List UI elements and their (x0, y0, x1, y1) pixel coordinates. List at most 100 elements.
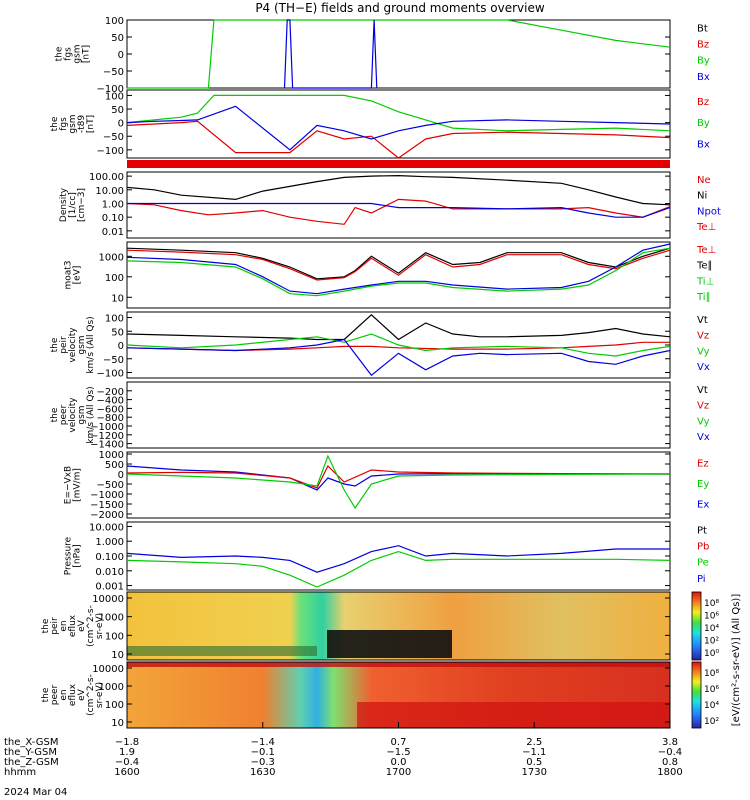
y-tick-label: −1000 (90, 422, 124, 433)
colorbar-tick-label: 10⁶ (704, 685, 719, 695)
y-label-line: eflux (68, 614, 78, 637)
y-axis-label: the peir velocity gsm km/s (All Qs) (50, 316, 96, 373)
legend-entry: Ti⊥ (696, 276, 714, 287)
date-label: 2024 Mar 04 (4, 787, 67, 798)
y-tick-label: 100 (105, 16, 124, 27)
y-label-line: E=−VxB (64, 466, 74, 504)
x-row-value: 0.7 (391, 737, 407, 748)
y-tick-label: 50 (111, 105, 124, 116)
y-label-line: [cm−3] (77, 188, 87, 222)
x-row-value: −0.1 (251, 747, 275, 758)
y-tick-label: 1000 (99, 252, 124, 263)
y-axis-label: the fgs gsm [nT] (55, 44, 92, 63)
colorbar-tick-label: 10² (704, 717, 719, 727)
y-tick-label: −400 (97, 396, 124, 407)
y-label-line: en (59, 620, 69, 631)
y-label-line: fgs (64, 47, 74, 61)
x-row-value: −1.8 (115, 737, 139, 748)
panel-s1: 10000 1000 100 10 the peir en eflux eV (cm^2-s-sr… (41, 591, 671, 661)
x-row-value: −0.3 (251, 757, 275, 768)
y-label-line: gsm (73, 44, 83, 63)
legend-entry: Bx (697, 72, 710, 83)
x-row-label: the_X-GSM (4, 737, 58, 748)
y-tick-label: 50 (111, 327, 124, 338)
legend-entry: Vz (697, 331, 709, 342)
legend-entry: Ne (697, 175, 711, 186)
y-tick-label: 100.00 (89, 172, 124, 183)
legend-entry: Vy (697, 416, 710, 427)
panel-p4: 1000 100 10 moat3 [eV] Te⊥ Te∥ Ti⊥ Ti∥ (64, 241, 716, 309)
legend-entry: Ex (697, 500, 709, 511)
x-row-label: hhmm (4, 767, 36, 778)
legend-entry: Ti∥ (696, 292, 711, 303)
y-tick-label: 1.000 (95, 537, 124, 548)
y-label-line: [mV/m] (73, 468, 83, 502)
legend-entry: Vt (697, 315, 708, 326)
y-label-line: en (59, 689, 69, 700)
x-row-value: −0.4 (115, 757, 139, 768)
y-tick-label: 0 (118, 341, 124, 352)
y-tick-label: 0.001 (95, 582, 124, 593)
y-label-line: [1/cc] (68, 192, 78, 218)
y-label-line: Pressure (64, 536, 74, 575)
x-row-value: −0.4 (658, 747, 682, 758)
y-tick-label: −1400 (90, 440, 124, 451)
y-tick-label: −200 (97, 387, 124, 398)
y-label-line: (cm^2-s- (86, 674, 96, 716)
series-te∥ (126, 247, 671, 280)
legend-entry: Pt (697, 525, 707, 536)
y-label-line: gsm (68, 114, 78, 133)
legend-entry: By (697, 118, 710, 129)
y-label-line: the (50, 407, 60, 422)
y-label-line: gsm (77, 335, 87, 354)
y-tick-label: 1000 (99, 613, 124, 624)
y-label-line: the (41, 618, 51, 633)
y-label-line: eV (77, 619, 87, 632)
series-ne (126, 198, 671, 225)
y-label-line: (cm^2-s- (86, 605, 96, 647)
colorbar-tick-label: 10⁴ (704, 701, 719, 711)
x-row-value: 1630 (250, 767, 275, 778)
x-row-value: 0.0 (391, 757, 407, 768)
y-label-line: sr-eV) (95, 682, 105, 708)
figure-title: P4 (TH−E) fields and ground moments over… (255, 1, 545, 15)
y-label-line: eflux (68, 683, 78, 706)
colorbar-tick-label: 10⁸ (704, 599, 719, 609)
y-tick-label: 0.01 (102, 227, 124, 238)
panel-p2: 100 50 0 −50 −100 the fgs gsm -t89 [nT] Bz By Bx (50, 89, 710, 159)
y-tick-label: −2000 (90, 510, 124, 521)
series-pi (126, 545, 670, 573)
series-vy (126, 333, 671, 357)
series-ex (126, 465, 671, 491)
top-band (127, 662, 670, 667)
red-band (127, 160, 670, 168)
y-tick-label: 0 (118, 470, 124, 481)
y-axis-label: E=−VxB [mV/m] (64, 466, 83, 504)
colorbar-tick-label: 10⁰ (704, 649, 719, 659)
y-tick-label: −1200 (90, 431, 124, 442)
y-label-line: [nPa] (73, 544, 83, 567)
y-tick-label: 1000 (99, 682, 124, 693)
panel-p1: 100 50 0 −50 −100 the fgs gsm [nT] Bt Bz By Bx (55, 16, 710, 95)
y-label-line: km/s (All Qs) (86, 386, 96, 443)
x-row-value: −1.1 (522, 747, 546, 758)
y-tick-label: 1000 (99, 450, 124, 461)
panel-bar (127, 160, 670, 168)
y-axis-label: Density [1/cc] [cm−3] (59, 187, 87, 222)
y-axis-label: the peir en eflux eV (cm^2-s-sr-eV) (41, 605, 105, 647)
series-by (126, 94, 671, 132)
y-label-line: [nT] (82, 45, 92, 63)
y-label-line: velocity (68, 327, 78, 363)
y-tick-label: 0 (118, 50, 124, 61)
legend-entry: Pi (697, 574, 706, 585)
panel-p3: 100.00 10.00 1.00 0.10 0.01 Density [1/cc] [cm−… (59, 171, 721, 239)
y-label-line: km/s (All Qs) (86, 316, 96, 373)
panel-s2: 10000 1000 100 10 the peer en eflux eV (cm^2-s-sr… (41, 661, 671, 729)
series-te⊥ (126, 249, 671, 281)
x-row-label: the_Y-GSM (4, 747, 57, 758)
colorbars: 10⁸ 10⁶ 10⁴ 10² 10⁰ 10⁸ 10⁶ 10⁴ 10² [eV/(cm²-s-sr… (691, 591, 742, 729)
